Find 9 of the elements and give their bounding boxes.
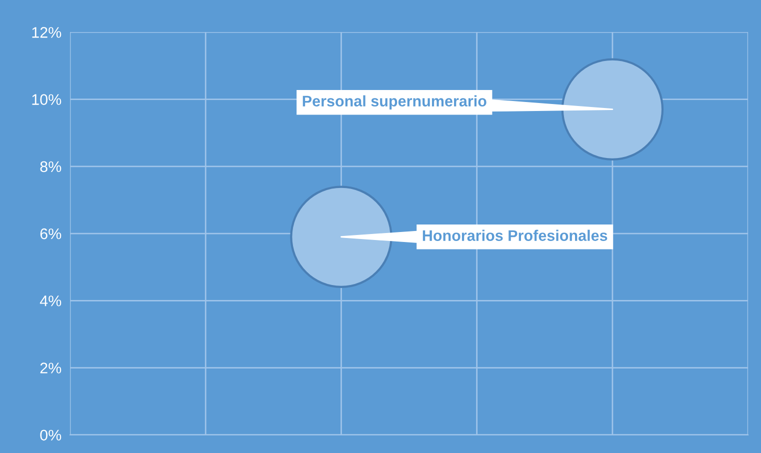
y-tick-label: 8% — [40, 161, 62, 172]
text: Honorarios Profesionales — [422, 230, 608, 241]
text: Personal supernumerario — [302, 95, 486, 110]
y-tick-label: 12% — [32, 27, 62, 38]
y-tick-label: 2% — [40, 362, 62, 374]
y-tick-label: 6% — [40, 228, 62, 240]
y-tick-label: 0% — [40, 430, 62, 441]
y-tick-label: 4% — [40, 296, 62, 306]
y-tick-label: 10% — [32, 94, 62, 105]
